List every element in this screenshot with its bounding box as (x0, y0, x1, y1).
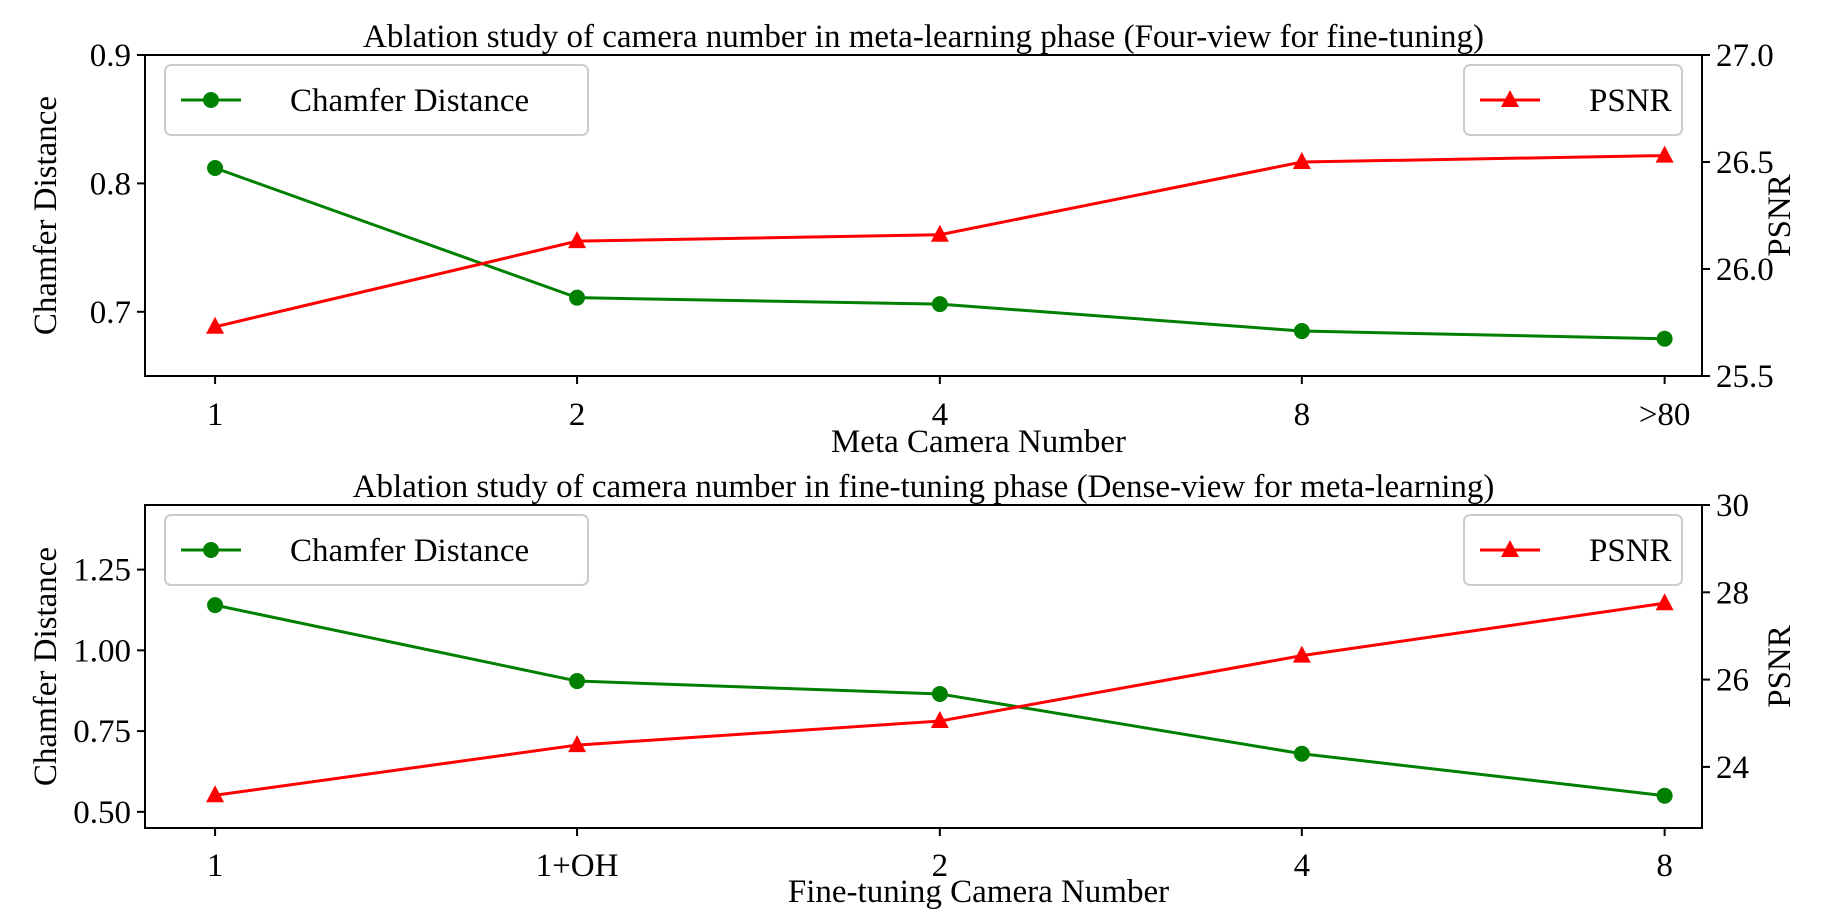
x-tick-label: 1 (207, 848, 224, 884)
psnr-point (1655, 145, 1674, 163)
x-tick-label: 1 (207, 397, 224, 433)
legend-box-left (164, 64, 589, 136)
legend-box-left (164, 514, 589, 586)
chamfer-point (931, 296, 948, 313)
y-tick-label-left: 0.50 (73, 795, 131, 831)
x-tick-label: 2 (932, 848, 949, 884)
chamfer-point (207, 597, 224, 614)
y-tick-label-right: 26 (1716, 663, 1749, 699)
y-tick-label-left: 0.8 (90, 166, 131, 202)
x-axis-label: Fine-tuning Camera Number (788, 874, 1169, 910)
psnr-point (930, 224, 949, 242)
y-axis-label-left: Chamfer Distance (28, 547, 64, 786)
chamfer-point (1293, 745, 1310, 762)
psnr-point (1292, 645, 1311, 663)
y-tick-label-left: 0.75 (73, 714, 131, 750)
y-tick-label-left: 1.00 (73, 633, 131, 669)
legend-label-psnr: PSNR (1589, 533, 1672, 569)
legend-marker-psnr (1501, 540, 1519, 557)
legend-marker-chamfer (203, 92, 219, 108)
chamfer-point (207, 159, 224, 176)
legend-label-chamfer: Chamfer Distance (290, 83, 529, 119)
plot-frame (144, 54, 1703, 377)
y-tick-label-right: 30 (1716, 488, 1749, 524)
legend-label-chamfer: Chamfer Distance (290, 533, 529, 569)
psnr-point (206, 785, 225, 803)
psnr-point (1655, 593, 1674, 611)
y-tick-label-left: 0.7 (90, 295, 131, 331)
series-line-chamfer (214, 166, 1665, 341)
chamfer-point (569, 673, 586, 690)
chart-title: Ablation study of camera number in meta-… (363, 19, 1484, 55)
psnr-point (568, 735, 587, 753)
chamfer-point (931, 685, 948, 702)
y-tick-label-right: 25.5 (1716, 359, 1774, 395)
plot-frame (144, 504, 1703, 829)
y-tick-label-right: 27.0 (1716, 38, 1774, 74)
x-tick-label: 8 (1656, 848, 1673, 884)
chamfer-point (1656, 787, 1673, 804)
y-tick-label-right: 24 (1716, 750, 1749, 786)
y-tick-label-left: 0.9 (90, 38, 131, 74)
y-axis-label-right: PSNR (1762, 625, 1798, 708)
legend-marker-psnr (1501, 90, 1519, 107)
x-tick-label: 8 (1294, 397, 1311, 433)
psnr-point (930, 711, 949, 729)
chamfer-point (1656, 330, 1673, 347)
chamfer-point (1293, 323, 1310, 340)
psnr-point (206, 316, 225, 334)
y-tick-label-right: 28 (1716, 575, 1749, 611)
x-tick-label: 1+OH (536, 848, 619, 884)
x-tick-label: 4 (1294, 848, 1311, 884)
x-axis-label: Meta Camera Number (831, 424, 1126, 460)
y-axis-label-left: Chamfer Distance (28, 96, 64, 335)
legend-box-right (1463, 514, 1683, 586)
legend-box-right (1463, 64, 1683, 136)
x-tick-label: >80 (1639, 397, 1691, 433)
chamfer-point (569, 289, 586, 306)
legend-label-psnr: PSNR (1589, 83, 1672, 119)
x-tick-label: 4 (932, 397, 949, 433)
chart-title: Ablation study of camera number in fine-… (353, 469, 1495, 505)
legend-marker-chamfer (203, 542, 219, 558)
psnr-point (568, 231, 587, 249)
y-tick-label-right: 26.0 (1716, 252, 1774, 288)
x-tick-label: 2 (569, 397, 586, 433)
y-tick-label-left: 1.25 (73, 553, 131, 589)
psnr-point (1292, 152, 1311, 169)
y-tick-label-right: 26.5 (1716, 145, 1774, 181)
y-axis-label-right: PSNR (1762, 174, 1798, 257)
